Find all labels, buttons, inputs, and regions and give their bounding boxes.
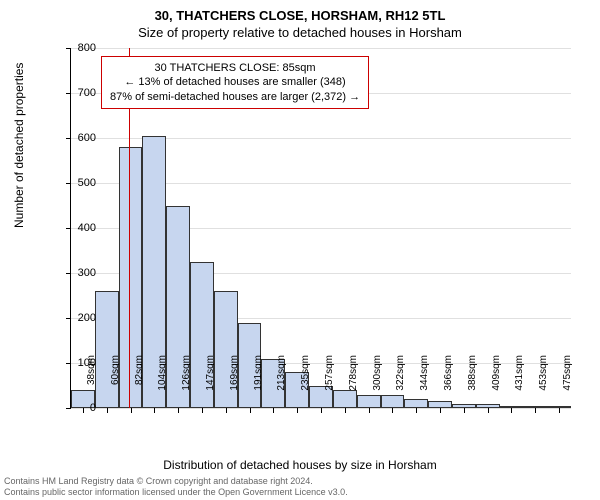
y-tick-label: 200 xyxy=(66,312,96,324)
x-tick-mark xyxy=(440,408,441,413)
gridline xyxy=(71,48,571,49)
y-tick-label: 800 xyxy=(66,42,96,54)
y-tick-label: 300 xyxy=(66,267,96,279)
x-tick-mark xyxy=(273,408,274,413)
x-tick-label: 322sqm xyxy=(395,355,406,405)
x-tick-mark xyxy=(250,408,251,413)
x-tick-mark xyxy=(321,408,322,413)
y-tick-label: 400 xyxy=(66,222,96,234)
footer-line: Contains public sector information licen… xyxy=(4,487,348,498)
x-tick-mark xyxy=(511,408,512,413)
x-tick-label: 475sqm xyxy=(562,355,573,405)
footer-attribution: Contains HM Land Registry data © Crown c… xyxy=(4,476,348,498)
x-tick-label: 453sqm xyxy=(538,355,549,405)
x-tick-mark xyxy=(535,408,536,413)
chart-title-2: Size of property relative to detached ho… xyxy=(0,23,600,40)
x-tick-label: 366sqm xyxy=(443,355,454,405)
x-tick-mark xyxy=(559,408,560,413)
x-tick-mark xyxy=(297,408,298,413)
footer-line: Contains HM Land Registry data © Crown c… xyxy=(4,476,348,487)
annotation-line: 87% of semi-detached houses are larger (… xyxy=(110,90,360,104)
y-tick-label: 500 xyxy=(66,177,96,189)
x-tick-mark xyxy=(131,408,132,413)
x-tick-mark xyxy=(226,408,227,413)
y-tick-label: 100 xyxy=(66,357,96,369)
x-tick-mark xyxy=(202,408,203,413)
x-tick-mark xyxy=(345,408,346,413)
x-tick-mark xyxy=(107,408,108,413)
x-tick-label: 409sqm xyxy=(491,355,502,405)
y-tick-label: 600 xyxy=(66,132,96,144)
x-tick-label: 388sqm xyxy=(467,355,478,405)
x-tick-label: 431sqm xyxy=(514,355,525,405)
x-tick-mark xyxy=(488,408,489,413)
chart-title-1: 30, THATCHERS CLOSE, HORSHAM, RH12 5TL xyxy=(0,0,600,23)
x-axis-label: Distribution of detached houses by size … xyxy=(0,458,600,472)
annotation-line: 30 THATCHERS CLOSE: 85sqm xyxy=(110,61,360,75)
y-tick-label: 700 xyxy=(66,87,96,99)
x-tick-mark xyxy=(178,408,179,413)
x-tick-mark xyxy=(392,408,393,413)
x-tick-mark xyxy=(464,408,465,413)
x-tick-mark xyxy=(154,408,155,413)
x-tick-mark xyxy=(416,408,417,413)
y-axis-label: Number of detached properties xyxy=(12,63,26,228)
annotation-line: ← 13% of detached houses are smaller (34… xyxy=(110,75,360,89)
chart-plot-area: 38sqm60sqm82sqm104sqm126sqm147sqm169sqm1… xyxy=(70,48,571,409)
x-tick-label: 344sqm xyxy=(419,355,430,405)
y-tick-label: 0 xyxy=(66,402,96,414)
marker-annotation-box: 30 THATCHERS CLOSE: 85sqm ← 13% of detac… xyxy=(101,56,369,109)
x-tick-mark xyxy=(369,408,370,413)
